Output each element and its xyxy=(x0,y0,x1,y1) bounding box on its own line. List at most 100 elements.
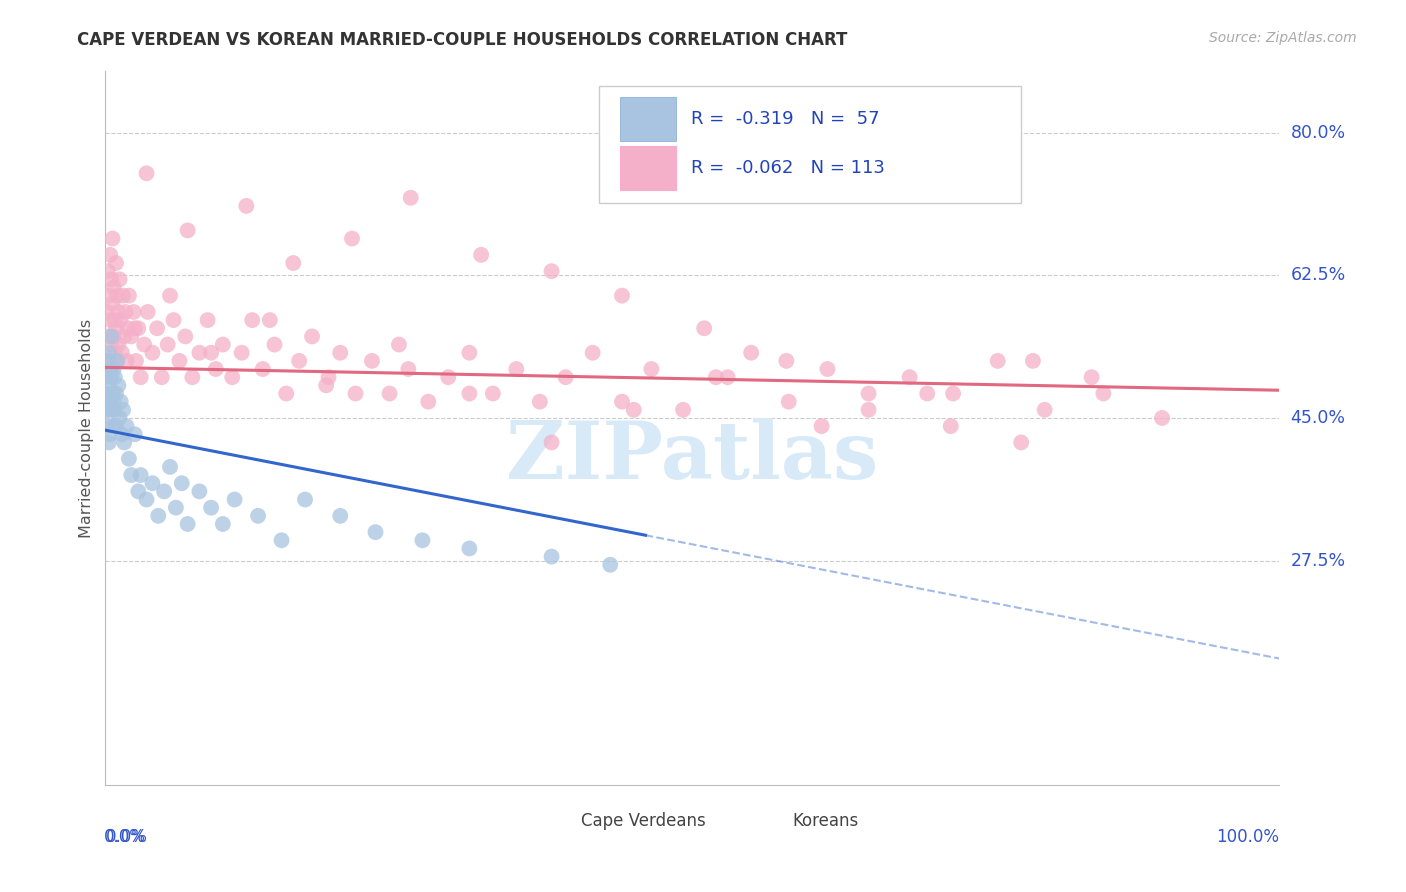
Point xyxy=(1092,386,1115,401)
Point xyxy=(1080,370,1102,384)
Point xyxy=(599,558,621,572)
Point xyxy=(197,313,219,327)
Point xyxy=(105,288,128,302)
Point xyxy=(108,272,131,286)
Point xyxy=(97,264,120,278)
FancyBboxPatch shape xyxy=(599,86,1021,203)
Point xyxy=(100,402,122,417)
Point xyxy=(640,362,662,376)
Text: Source: ZipAtlas.com: Source: ZipAtlas.com xyxy=(1209,31,1357,45)
Point xyxy=(104,313,127,327)
Point xyxy=(482,386,505,401)
Point xyxy=(107,337,129,351)
Point xyxy=(115,419,138,434)
Point xyxy=(107,305,129,319)
Point xyxy=(329,508,352,523)
Point xyxy=(100,329,122,343)
Point xyxy=(200,500,222,515)
Point xyxy=(529,394,551,409)
Point xyxy=(181,370,204,384)
Point xyxy=(98,313,121,327)
Point xyxy=(170,476,193,491)
Point xyxy=(540,264,562,278)
Point xyxy=(101,386,124,401)
Y-axis label: Married-couple Households: Married-couple Households xyxy=(79,318,94,538)
Point xyxy=(141,476,163,491)
Point xyxy=(134,337,156,351)
Point xyxy=(136,305,159,319)
Point xyxy=(235,199,257,213)
Point xyxy=(100,370,122,384)
Point xyxy=(104,345,127,359)
Point xyxy=(1033,402,1056,417)
Point xyxy=(810,419,832,434)
Point xyxy=(105,354,128,368)
Point xyxy=(101,419,124,434)
Point xyxy=(124,427,146,442)
Point xyxy=(108,411,131,425)
Point xyxy=(364,525,387,540)
Point xyxy=(105,256,128,270)
Point xyxy=(98,435,121,450)
Point xyxy=(107,378,129,392)
Point xyxy=(1022,354,1045,368)
Point xyxy=(159,288,181,302)
Point xyxy=(127,484,149,499)
Point xyxy=(344,386,367,401)
Point xyxy=(388,337,411,351)
Point xyxy=(104,370,127,384)
Point xyxy=(98,362,121,376)
Point xyxy=(294,492,316,507)
Point xyxy=(987,354,1010,368)
Point xyxy=(103,280,125,294)
Point xyxy=(623,402,645,417)
Point xyxy=(540,549,562,564)
FancyBboxPatch shape xyxy=(742,805,780,835)
Point xyxy=(188,345,211,359)
Point xyxy=(200,345,222,359)
Point xyxy=(124,321,146,335)
Point xyxy=(340,231,363,245)
Point xyxy=(110,394,132,409)
Point xyxy=(240,313,263,327)
Point xyxy=(437,370,460,384)
FancyBboxPatch shape xyxy=(620,97,676,141)
Point xyxy=(135,492,157,507)
Point xyxy=(939,419,962,434)
Point xyxy=(458,541,481,556)
Point xyxy=(112,288,135,302)
Point xyxy=(103,362,125,376)
Point xyxy=(505,362,527,376)
Text: 100.0%: 100.0% xyxy=(1216,828,1279,846)
Point xyxy=(127,321,149,335)
Point xyxy=(101,297,124,311)
Point xyxy=(263,337,285,351)
Point xyxy=(122,305,145,319)
Point xyxy=(97,386,120,401)
Point xyxy=(159,459,181,474)
Point xyxy=(231,345,253,359)
Point xyxy=(775,354,797,368)
Point xyxy=(100,337,122,351)
Point xyxy=(118,451,141,466)
Point xyxy=(98,248,121,262)
Point xyxy=(704,370,727,384)
Point xyxy=(135,166,157,180)
Point xyxy=(1150,411,1173,425)
Point xyxy=(96,402,118,417)
Point xyxy=(740,345,762,359)
Point xyxy=(114,305,136,319)
Point xyxy=(110,313,132,327)
Point xyxy=(129,370,152,384)
Point xyxy=(120,468,142,483)
Text: ZIPatlas: ZIPatlas xyxy=(506,417,879,496)
Point xyxy=(411,533,433,548)
Point xyxy=(176,516,198,531)
Point xyxy=(169,354,191,368)
Point xyxy=(211,337,233,351)
Point xyxy=(98,402,121,417)
Point xyxy=(283,256,305,270)
Point xyxy=(458,386,481,401)
Point xyxy=(146,321,169,335)
Text: Cape Verdeans: Cape Verdeans xyxy=(581,812,706,830)
